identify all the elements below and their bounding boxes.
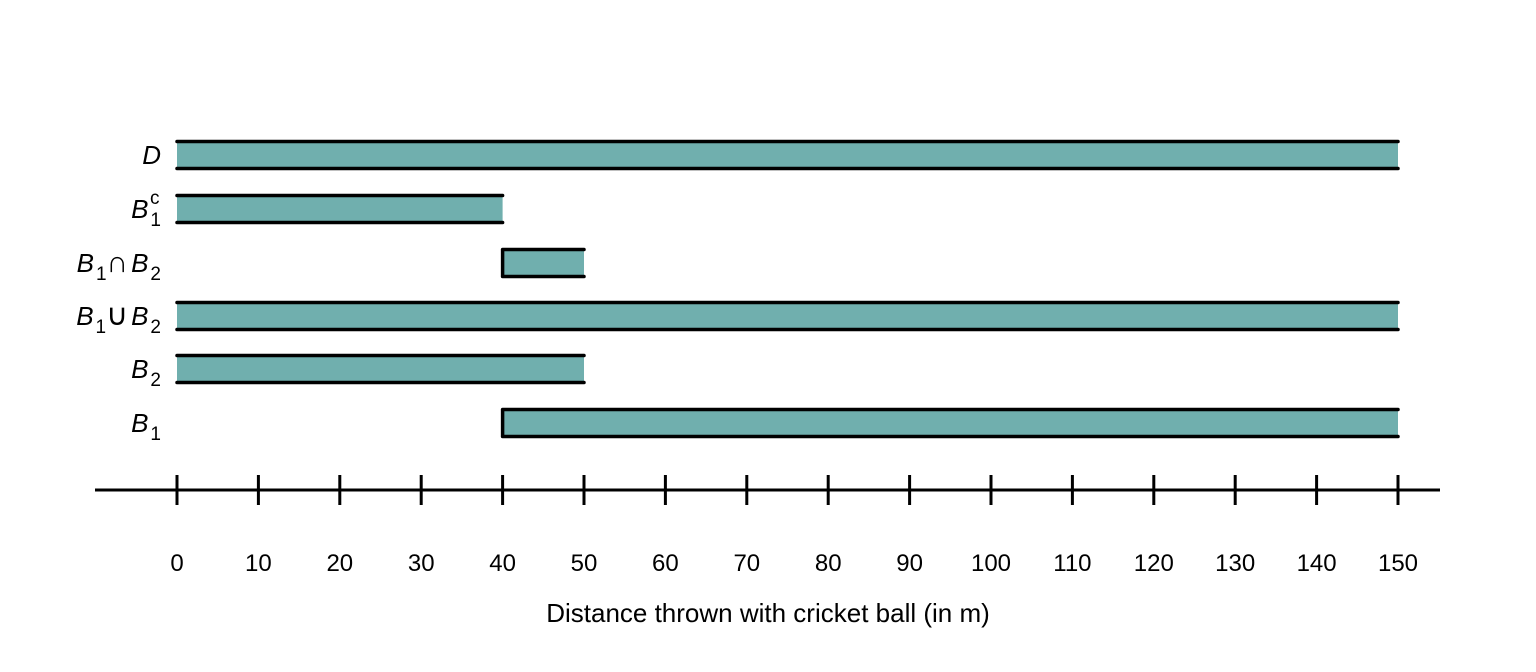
x-tick-label: 70 [733,550,760,577]
interval-bar [502,249,584,277]
x-tick-label: 20 [326,550,353,577]
x-tick-label: 40 [489,550,516,577]
interval-row: B 1c [131,188,505,231]
interval-bar [177,195,503,223]
x-tick-label: 110 [1053,550,1091,577]
x-tick-label: 60 [652,550,679,577]
row-label: B 1∩ B 2 [77,246,161,285]
interval-row: D [142,139,1400,171]
x-tick-label: 0 [170,550,183,577]
x-tick-label: 100 [971,550,1011,577]
row-label: B 1∪ B 2 [76,299,161,338]
interval-row: B 1∩ B 2 [77,246,586,285]
interval-bar [502,409,1399,437]
x-tick-label: 80 [815,550,842,577]
x-tick-label: 130 [1215,550,1255,577]
row-label: B 1c [131,188,161,231]
x-tick-label: 120 [1134,550,1174,577]
row-label: D [142,140,161,170]
interval-bar [177,141,1398,169]
x-tick-label: 150 [1378,550,1418,577]
x-axis-label: Distance thrown with cricket ball (in m) [546,598,990,628]
x-tick-label: 50 [571,550,598,577]
x-tick-label: 10 [245,550,272,577]
x-tick-label: 90 [896,550,923,577]
x-tick-label: 30 [408,550,435,577]
interval-bar [177,302,1398,330]
interval-bar [177,355,584,383]
x-tick-label: 140 [1297,550,1337,577]
interval-row: B 1∪ B 2 [76,299,1400,338]
